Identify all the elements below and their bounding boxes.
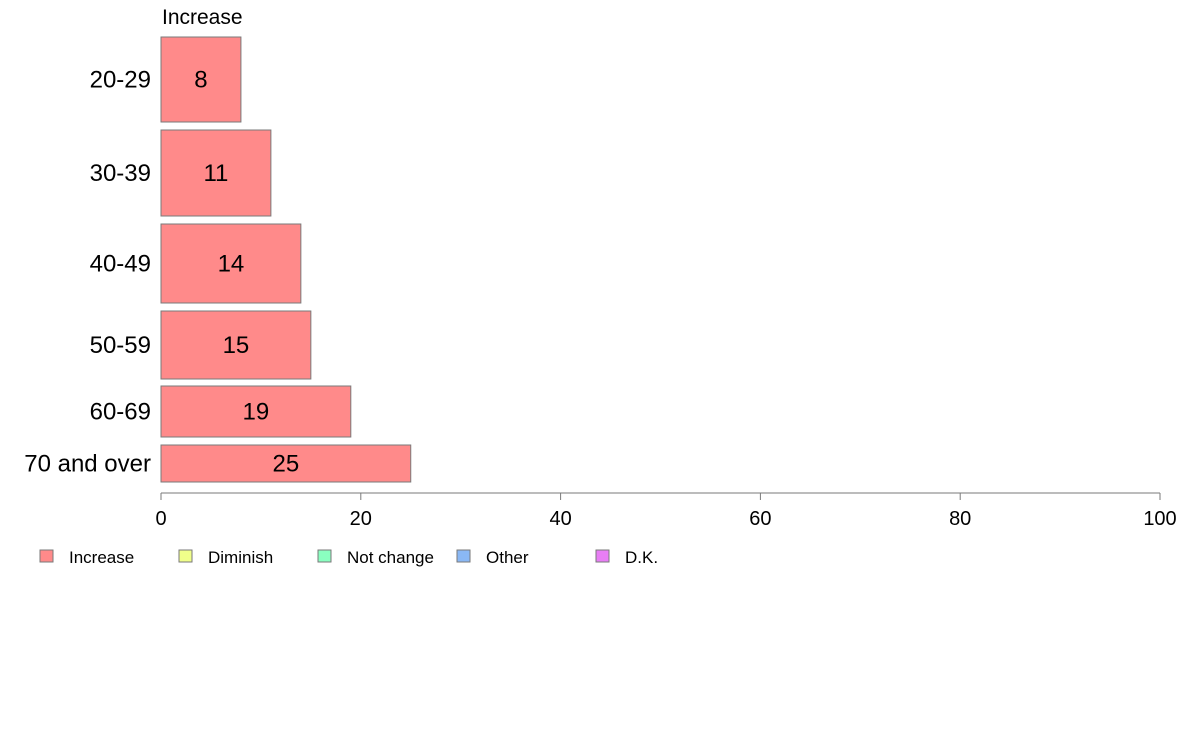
bar-70-and-over (160, 444, 412, 483)
category-label: 50-59 (90, 332, 151, 359)
category-label: 60-69 (90, 399, 151, 426)
data-label: 15 (223, 332, 250, 359)
bar-60-69 (160, 385, 352, 438)
legend-label: Not change (347, 548, 434, 567)
data-label: 19 (243, 399, 270, 426)
category-label: 30-39 (90, 160, 151, 187)
legend: Increase Diminish Not change Other D.K. (39, 548, 658, 567)
legend-label: Other (486, 548, 529, 567)
series-title: Increase (162, 6, 243, 29)
x-tick-label: 40 (549, 508, 571, 530)
x-tick-label: 60 (749, 508, 771, 530)
x-tick-label: 100 (1143, 508, 1176, 530)
legend-label: D.K. (625, 548, 658, 567)
bar-50-59 (160, 310, 312, 380)
data-label: 11 (203, 160, 228, 187)
x-axis: 0 20 40 60 80 100 (155, 492, 1177, 530)
legend-swatch (595, 549, 610, 563)
data-label: 14 (218, 251, 245, 278)
bar-30-39 (160, 129, 272, 217)
legend-label: Increase (69, 548, 134, 567)
x-tick-label: 0 (155, 508, 166, 530)
bar-20-29 (160, 36, 242, 123)
category-label: 40-49 (90, 251, 151, 278)
legend-swatch (178, 549, 193, 563)
legend-swatch (317, 549, 332, 563)
x-tick-label: 80 (949, 508, 971, 530)
bars: 8 20-29 11 30-39 14 40-49 15 50-59 19 60-69 25 70 a… (24, 36, 412, 483)
legend-label: Diminish (208, 548, 273, 567)
data-label: 8 (194, 67, 207, 94)
legend-swatch (39, 549, 54, 563)
data-label: 25 (273, 451, 300, 478)
x-tick-label: 20 (350, 508, 372, 530)
legend-swatch (456, 549, 471, 563)
bar-40-49 (160, 223, 302, 304)
category-label: 20-29 (90, 67, 151, 94)
category-label: 70 and over (24, 451, 151, 478)
